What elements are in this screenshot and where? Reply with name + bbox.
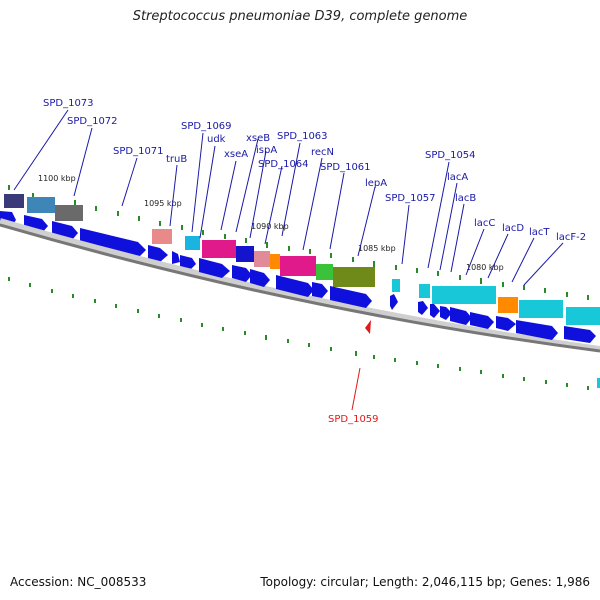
gene-label-spd1057[interactable]: SPD_1057 bbox=[385, 193, 436, 204]
tick-label-1095: 1095 kbp bbox=[144, 199, 182, 208]
gene-label-laca[interactable]: lacA bbox=[447, 172, 468, 183]
gene-box-laca-lacb[interactable] bbox=[432, 286, 496, 304]
highlight-leader-line bbox=[351, 367, 361, 411]
gene-label-udk[interactable]: udk bbox=[207, 134, 226, 145]
gene-box-recn[interactable] bbox=[316, 264, 333, 280]
gene-label-spd1063[interactable]: SPD_1063 bbox=[277, 131, 328, 142]
outer-tick-ring bbox=[8, 185, 589, 300]
gene-box-trub[interactable] bbox=[152, 229, 172, 244]
edge-gene-fragment bbox=[597, 378, 600, 388]
gene-label-spd1069[interactable]: SPD_1069 bbox=[181, 121, 232, 132]
gene-label-lacf2[interactable]: lacF-2 bbox=[556, 232, 586, 243]
gene-label-lacd[interactable]: lacD bbox=[502, 223, 524, 234]
gene-box-lacd[interactable] bbox=[498, 297, 518, 313]
gene-box-spd1071[interactable] bbox=[55, 205, 83, 221]
gene-box-spd1072[interactable] bbox=[27, 197, 55, 213]
gene-label-spd1061[interactable]: SPD_1061 bbox=[320, 162, 371, 173]
tick-label-1085: 1085 kbp bbox=[358, 244, 396, 253]
gene-box-lacf2[interactable] bbox=[566, 307, 600, 325]
gene-label-recn[interactable]: recN bbox=[311, 147, 334, 158]
outer-gene-track bbox=[4, 194, 600, 325]
gene-label-xseb[interactable]: xseB bbox=[246, 133, 270, 144]
gene-box-spd1057[interactable] bbox=[392, 279, 400, 292]
tick-label-1080: 1080 kbp bbox=[466, 263, 504, 272]
gene-arrow-row-lower bbox=[199, 258, 596, 343]
gene-label-xsea[interactable]: xseA bbox=[224, 149, 248, 160]
gene-box-ispa[interactable] bbox=[270, 254, 280, 269]
gene-label-trub[interactable]: truB bbox=[166, 154, 187, 165]
gene-label-spd1064[interactable]: SPD_1064 bbox=[258, 159, 309, 170]
gene-label-spd1054[interactable]: SPD_1054 bbox=[425, 150, 476, 161]
gene-box-xseb[interactable] bbox=[254, 251, 270, 267]
gene-label-spd1071[interactable]: SPD_1071 bbox=[113, 146, 164, 157]
tick-label-1090: 1090 kbp bbox=[251, 222, 289, 231]
gene-label-ispa[interactable]: ispA bbox=[256, 145, 277, 156]
gene-label-lact[interactable]: lacT bbox=[529, 227, 550, 238]
gene-label-spd1073[interactable]: SPD_1073 bbox=[43, 98, 94, 109]
gene-box-spd1069[interactable] bbox=[185, 236, 200, 250]
gene-label-spd1072[interactable]: SPD_1072 bbox=[67, 116, 118, 127]
gene-label-spd1059[interactable]: SPD_1059 bbox=[328, 414, 379, 425]
gene-box-udk[interactable] bbox=[202, 240, 236, 258]
gene-box-lact[interactable] bbox=[519, 300, 563, 318]
map-title: Streptococcus pneumoniae D39, complete g… bbox=[132, 9, 468, 24]
gene-box-spd1063[interactable] bbox=[280, 256, 316, 276]
gene-box-lepa[interactable] bbox=[333, 267, 375, 287]
backbone-shadow bbox=[0, 218, 600, 352]
gene-box-spd1073[interactable] bbox=[4, 194, 24, 208]
highlight-marker[interactable] bbox=[365, 320, 371, 334]
gene-box-xsea[interactable] bbox=[236, 246, 254, 262]
gene-label-lacb[interactable]: lacB bbox=[455, 193, 476, 204]
inner-tick-ring bbox=[8, 277, 589, 390]
gene-label-lepa[interactable]: lepA bbox=[365, 178, 387, 189]
accession-text: Accession: NC_008533 bbox=[10, 575, 147, 589]
backbone-arc bbox=[0, 223, 600, 353]
label-leader-lines bbox=[13, 109, 564, 286]
topology-text: Topology: circular; Length: 2,046,115 bp… bbox=[260, 575, 590, 589]
gene-box-spd1054[interactable] bbox=[419, 284, 430, 298]
gene-label-lacc[interactable]: lacC bbox=[474, 218, 495, 229]
tick-label-1100: 1100 kbp bbox=[38, 174, 76, 183]
